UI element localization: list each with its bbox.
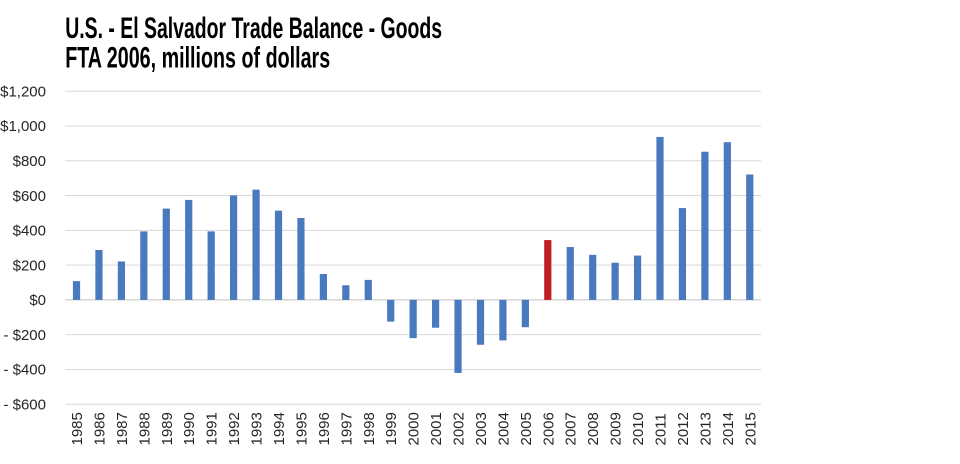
svg-text:1991: 1991 <box>204 412 221 445</box>
svg-text:1989: 1989 <box>159 412 176 445</box>
svg-text:2013: 2013 <box>697 412 714 445</box>
svg-text:2011: 2011 <box>653 413 670 445</box>
svg-text:2008: 2008 <box>585 412 602 445</box>
svg-text:2001: 2001 <box>428 412 445 445</box>
svg-text:$400: $400 <box>13 223 46 240</box>
svg-text:1995: 1995 <box>293 412 310 445</box>
svg-text:1986: 1986 <box>91 412 108 445</box>
svg-text:FTA 2006, millions of dollars: FTA 2006, millions of dollars <box>65 41 330 74</box>
svg-text:1993: 1993 <box>249 412 266 445</box>
svg-text:1998: 1998 <box>361 412 378 445</box>
svg-text:2003: 2003 <box>473 412 490 445</box>
svg-text:$200: $200 <box>13 257 46 274</box>
svg-text:2014: 2014 <box>720 412 737 445</box>
svg-text:2010: 2010 <box>630 412 647 445</box>
svg-text:$1,000: $1,000 <box>0 118 46 135</box>
svg-text:2009: 2009 <box>608 412 625 445</box>
svg-text:$1,200: $1,200 <box>0 83 46 100</box>
svg-text:1999: 1999 <box>383 412 400 445</box>
svg-text:1988: 1988 <box>136 412 153 445</box>
svg-text:- $600: - $600 <box>3 396 46 413</box>
svg-text:2000: 2000 <box>406 412 423 445</box>
svg-text:1997: 1997 <box>338 412 355 445</box>
svg-text:1994: 1994 <box>271 412 288 445</box>
svg-text:2004: 2004 <box>495 412 512 445</box>
svg-text:1996: 1996 <box>316 412 333 445</box>
svg-text:1990: 1990 <box>181 412 198 445</box>
svg-text:2002: 2002 <box>451 412 468 445</box>
svg-text:2012: 2012 <box>675 412 692 445</box>
svg-text:- $200: - $200 <box>3 327 46 344</box>
svg-text:U.S. - El Salvador Trade Balan: U.S. - El Salvador Trade Balance - Goods <box>65 12 442 45</box>
svg-text:$800: $800 <box>13 153 46 170</box>
svg-text:$600: $600 <box>13 188 46 205</box>
svg-text:- $400: - $400 <box>3 362 46 379</box>
svg-text:1992: 1992 <box>226 412 243 445</box>
svg-text:2015: 2015 <box>742 412 759 445</box>
svg-text:1985: 1985 <box>69 412 86 445</box>
svg-text:1987: 1987 <box>114 412 131 445</box>
svg-text:2006: 2006 <box>540 412 557 445</box>
svg-text:$0: $0 <box>29 292 46 309</box>
svg-text:2005: 2005 <box>518 412 535 445</box>
svg-text:2007: 2007 <box>563 412 580 445</box>
